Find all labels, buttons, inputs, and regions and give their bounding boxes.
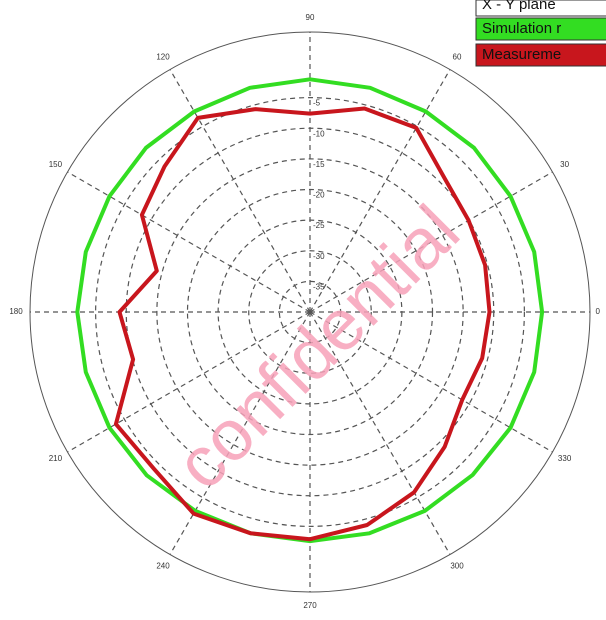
theta-tick-label: 60 bbox=[453, 52, 462, 61]
theta-tick-label: 330 bbox=[558, 454, 572, 463]
r-tick-label: -25 bbox=[313, 221, 325, 230]
theta-tick-label: 90 bbox=[306, 13, 315, 22]
r-tick-label: -15 bbox=[313, 160, 325, 169]
legend-title: X - Y plane bbox=[482, 0, 556, 13]
theta-tick-label: 150 bbox=[49, 160, 63, 169]
legend-swatch bbox=[475, 17, 606, 41]
grid-spoke bbox=[309, 311, 451, 555]
r-tick-label: -30 bbox=[313, 252, 325, 261]
theta-tick-label: 180 bbox=[9, 307, 23, 316]
grid-ring bbox=[248, 250, 372, 374]
grid-spoke bbox=[309, 69, 451, 313]
r-tick-label: -20 bbox=[313, 191, 325, 200]
grid-spoke bbox=[67, 171, 311, 313]
grid-ring bbox=[95, 97, 525, 527]
theta-tick-label: 0 bbox=[596, 307, 601, 316]
legend-title-box bbox=[475, 0, 606, 17]
theta-tick-label: 120 bbox=[156, 52, 170, 61]
theta-tick-label: 300 bbox=[450, 562, 464, 571]
grid-ring bbox=[186, 188, 434, 436]
theta-tick-label: 240 bbox=[156, 562, 170, 571]
theta-tick-label: 30 bbox=[560, 160, 569, 169]
grid-spoke bbox=[169, 311, 311, 555]
legend-swatch bbox=[475, 43, 606, 67]
r-tick-label: -5 bbox=[313, 99, 321, 108]
series-line bbox=[113, 106, 492, 542]
theta-tick-label: 270 bbox=[303, 601, 317, 610]
series-line bbox=[75, 77, 545, 544]
r-tick-label: -35 bbox=[313, 282, 325, 291]
legend-label: Simulation r bbox=[482, 20, 561, 37]
theta-tick-label: 210 bbox=[49, 454, 63, 463]
grid-spoke bbox=[309, 311, 553, 453]
r-tick-label: -10 bbox=[313, 129, 325, 138]
grid-spoke bbox=[169, 69, 311, 313]
grid-spoke bbox=[309, 171, 553, 313]
legend-label: Measureme bbox=[482, 46, 561, 63]
grid-spoke bbox=[67, 311, 311, 453]
